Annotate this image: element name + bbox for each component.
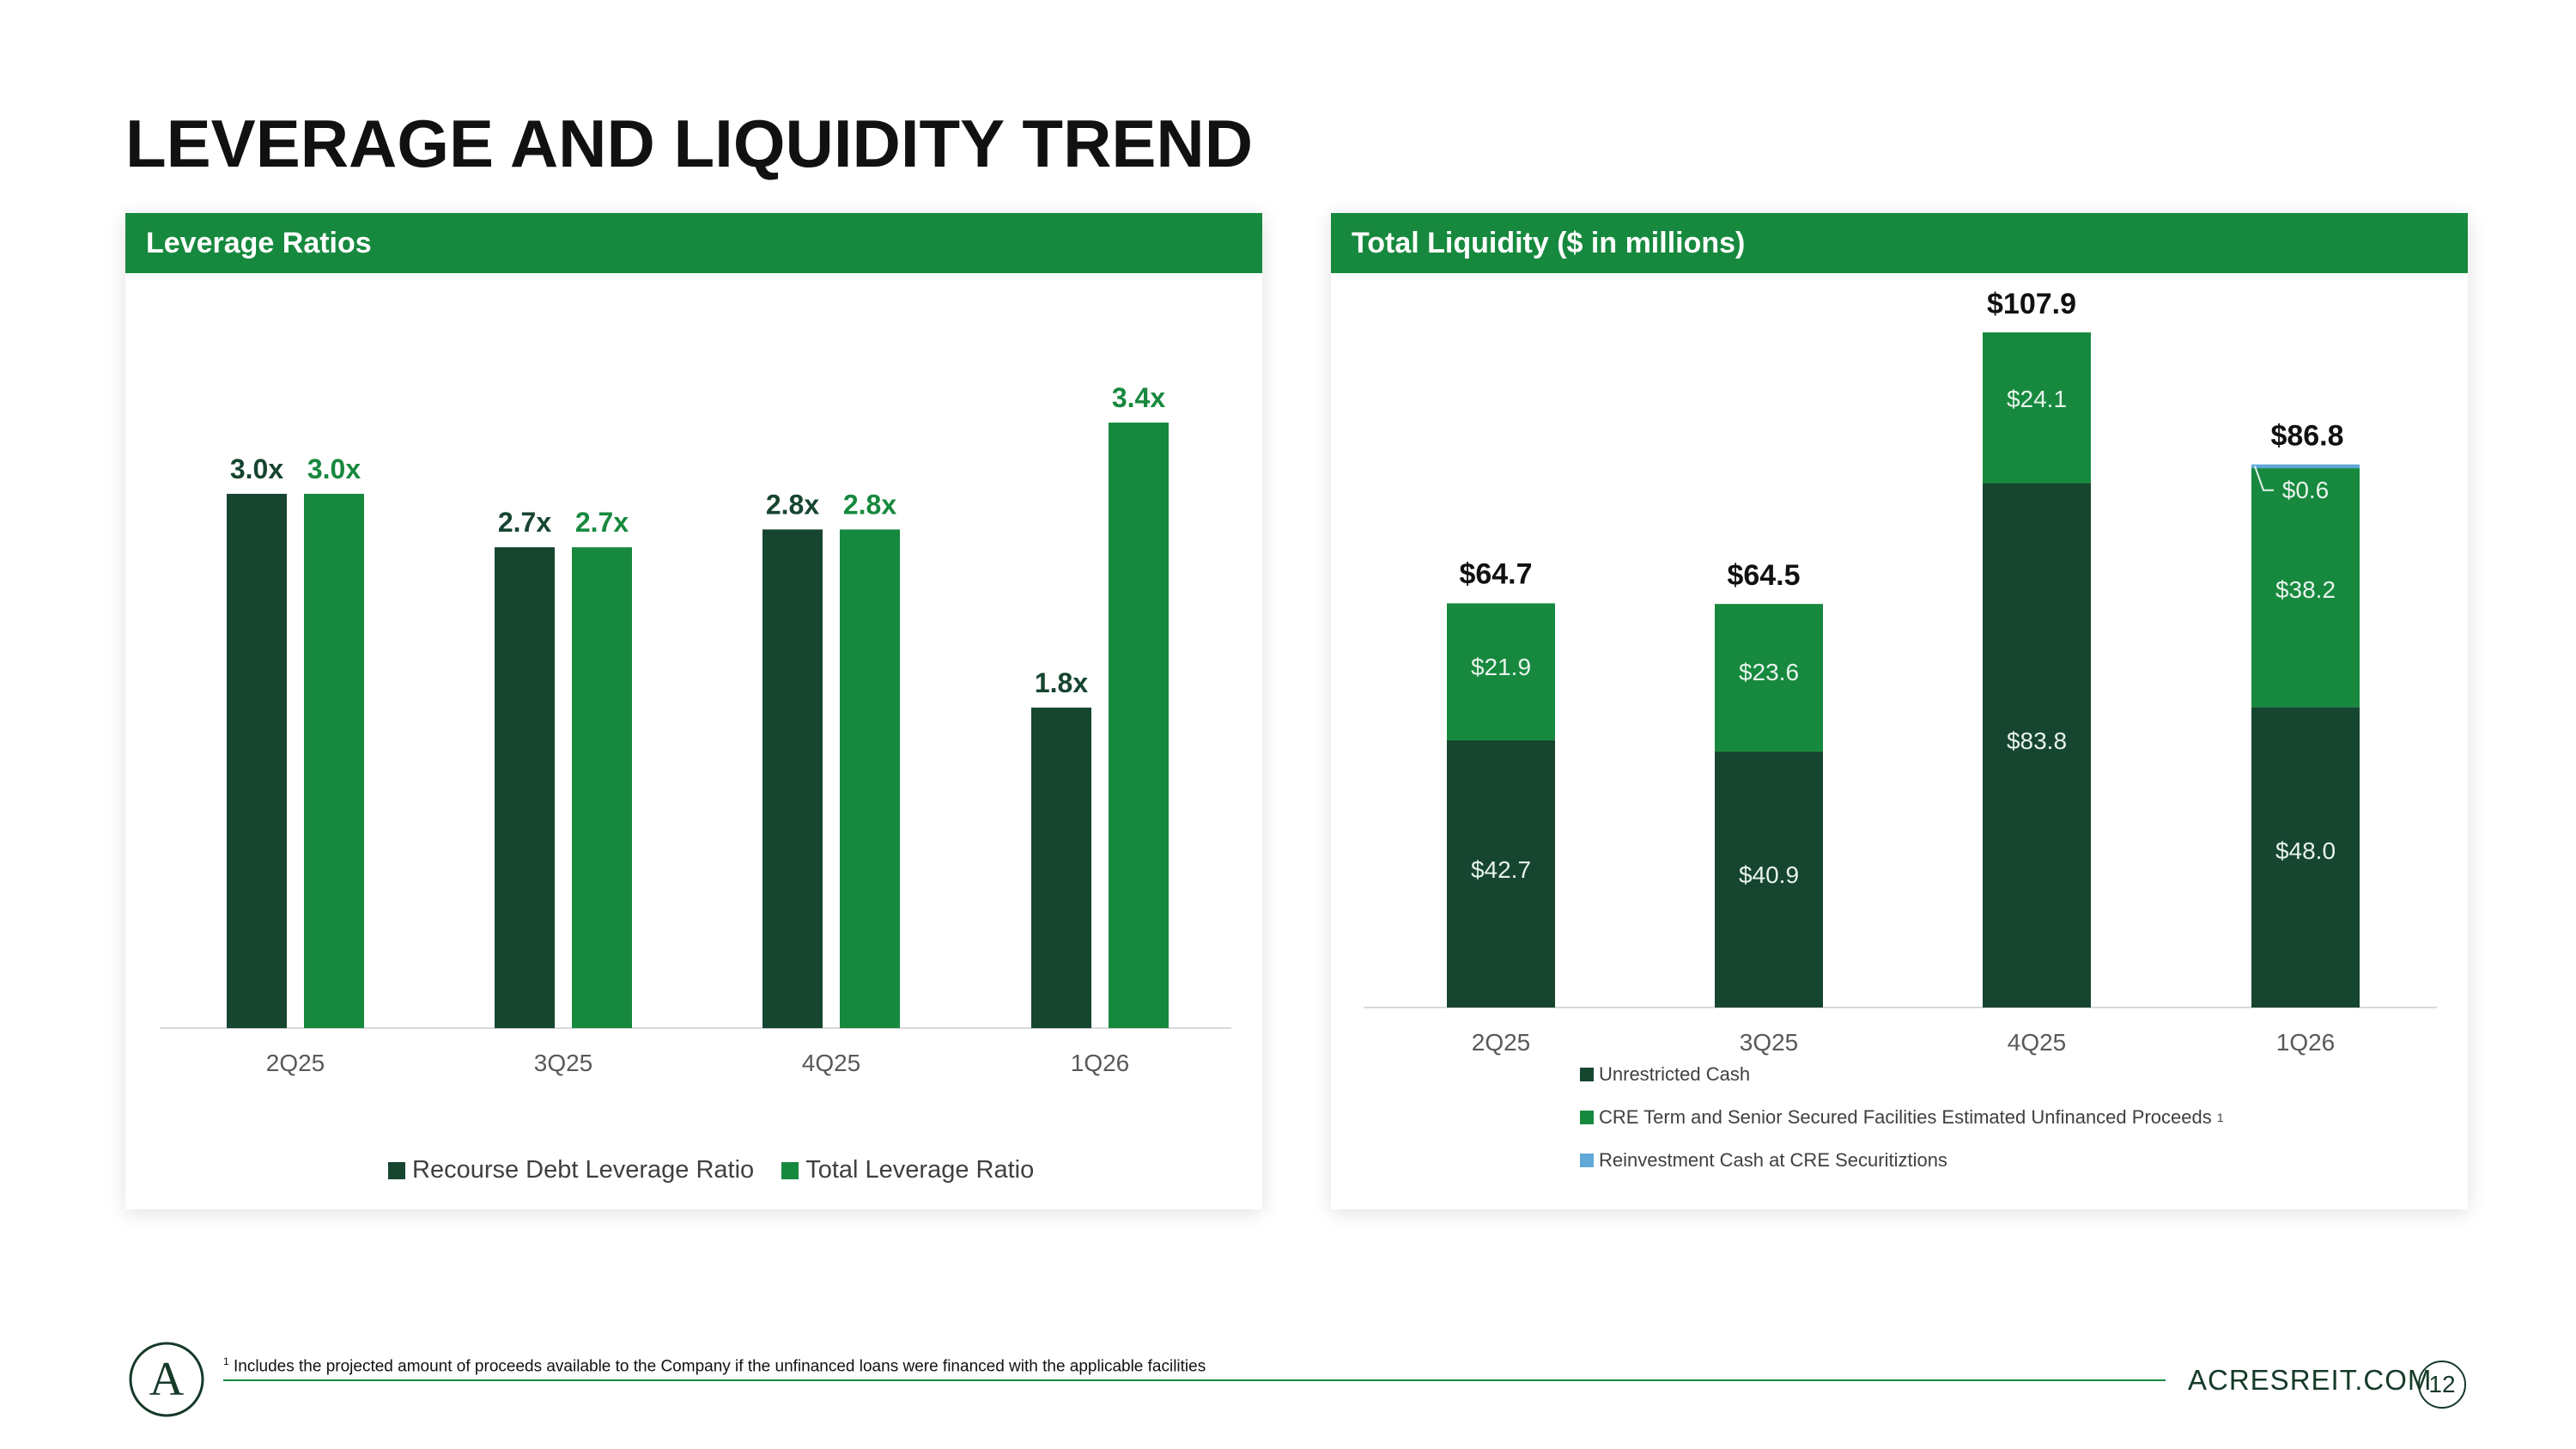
x-tick-label-3q25: 3Q25: [534, 1050, 593, 1076]
x-tick-label-2q25: 2Q25: [1472, 1029, 1531, 1056]
page-number: 12: [2418, 1361, 2466, 1409]
x-tick-label-1q26: 1Q26: [1071, 1050, 1130, 1076]
leverage-ratios-header: Leverage Ratios: [125, 213, 1262, 273]
total-liquidity-chart: $42.7 $21.9 $64.7 2Q25 $40.9 $23.6 $64.5 3Q25 $8…: [1364, 288, 2437, 1056]
segment-label-reinvestment-cash-1q26: $0.6: [2282, 477, 2330, 503]
data-label-recourse-4q25: 2.8x: [766, 489, 819, 520]
legend-label-total: Total Leverage Ratio: [805, 1156, 1035, 1184]
footnote-mark: 1: [223, 1355, 229, 1367]
stack-segment-unrestricted-cash-2q25: [1447, 740, 1555, 1008]
leverage-ratios-chart: 3.0x 3.0x 2Q25 2.7x 2.7x 3Q25 2.8x 2.8x 4Q25 1.8x…: [160, 382, 1231, 1076]
x-tick-label-2q25: 2Q25: [266, 1050, 325, 1076]
segment-label-unfinanced-proceeds-2q25: $21.9: [1471, 654, 1531, 680]
leverage-legend: Recourse Debt Leverage Ratio Total Lever…: [388, 1156, 1054, 1186]
legend-swatch-reinvestment-cash: [1580, 1154, 1594, 1167]
legend-item-reinvestment-cash: Reinvestment Cash at CRE Securitiztions: [1580, 1149, 2224, 1172]
total-liquidity-panel: Total Liquidity ($ in millions) $42.7 $21…: [1331, 213, 2468, 1209]
bar-total-3q25: [572, 547, 632, 1028]
website-link[interactable]: ACRESREIT.COM: [2188, 1364, 2433, 1396]
page-title: LEVERAGE AND LIQUIDITY TREND: [125, 106, 1254, 181]
bar-recourse-3q25: [495, 547, 555, 1028]
stack-segment-unfinanced-proceeds-1q26: [2251, 468, 2360, 708]
legend-item-total: Total Leverage Ratio: [781, 1156, 1034, 1184]
data-label-total-2q25: 3.0x: [307, 454, 361, 484]
legend-item-unrestricted-cash: Unrestricted Cash: [1580, 1063, 2224, 1086]
x-tick-label-4q25: 4Q25: [802, 1050, 861, 1076]
bar-recourse-4q25: [762, 529, 823, 1028]
data-label-total-1q26: 3.4x: [1112, 382, 1165, 413]
legend-swatch-recourse: [388, 1161, 405, 1179]
segment-label-unrestricted-cash-4q25: $83.8: [2007, 728, 2067, 754]
x-tick-label-4q25: 4Q25: [2008, 1029, 2067, 1056]
data-label-total-3q25: 2.7x: [575, 507, 629, 538]
legend-swatch-unrestricted-cash: [1580, 1068, 1594, 1081]
bar-total-2q25: [304, 493, 364, 1028]
total-label-3q25: $64.5: [1727, 559, 1800, 592]
total-label-1q26: $86.8: [2270, 420, 2343, 453]
legend-item-recourse: Recourse Debt Leverage Ratio: [388, 1156, 754, 1184]
segment-label-unrestricted-cash-1q26: $48.0: [2275, 837, 2336, 864]
stack-segment-unrestricted-cash-4q25: [1983, 483, 2091, 1008]
legend-footnote-mark: 1: [2216, 1111, 2224, 1124]
x-tick-label-1q26: 1Q26: [2276, 1029, 2336, 1056]
logo-letter: A: [149, 1353, 185, 1406]
legend-label-unrestricted-cash: Unrestricted Cash: [1599, 1063, 1751, 1085]
stack-segment-unfinanced-proceeds-4q25: [1983, 332, 2091, 484]
bar-total-1q26: [1109, 423, 1169, 1028]
segment-label-unfinanced-proceeds-1q26: $38.2: [2275, 576, 2336, 603]
total-label-4q25: $107.9: [1987, 288, 2076, 320]
footnote: 1 Includes the projected amount of proce…: [223, 1355, 1206, 1376]
bar-total-4q25: [840, 529, 900, 1028]
data-label-recourse-1q26: 1.8x: [1035, 667, 1088, 698]
stack-segment-unfinanced-proceeds-2q25: [1447, 603, 1555, 740]
stack-segment-unfinanced-proceeds-3q25: [1715, 604, 1823, 752]
legend-swatch-total: [781, 1161, 799, 1179]
footer-divider: [223, 1379, 2166, 1381]
segment-label-unfinanced-proceeds-3q25: $23.6: [1739, 659, 1799, 685]
segment-label-unfinanced-proceeds-4q25: $24.1: [2007, 386, 2067, 412]
acres-logo: A: [129, 1342, 204, 1417]
leverage-ratios-panel: Leverage Ratios 3.0x 3.0x 2Q25 2.7x 2.7x 3Q25…: [125, 213, 1262, 1209]
x-tick-label-3q25: 3Q25: [1740, 1029, 1799, 1056]
legend-item-unfinanced-proceeds: CRE Term and Senior Secured Facilities E…: [1580, 1106, 2224, 1129]
legend-label-unfinanced-proceeds: CRE Term and Senior Secured Facilities E…: [1599, 1106, 2212, 1128]
total-label-2q25: $64.7: [1459, 558, 1532, 591]
footnote-text: Includes the projected amount of proceed…: [233, 1357, 1206, 1376]
data-label-total-4q25: 2.8x: [843, 489, 896, 520]
leader-line-reinvestment-cash: [2254, 466, 2274, 491]
legend-label-reinvestment-cash: Reinvestment Cash at CRE Securitiztions: [1599, 1149, 1947, 1171]
liquidity-legend: Unrestricted Cash CRE Term and Senior Se…: [1580, 1063, 2245, 1192]
total-liquidity-header: Total Liquidity ($ in millions): [1331, 213, 2468, 273]
segment-label-unrestricted-cash-2q25: $42.7: [1471, 856, 1531, 883]
bar-recourse-1q26: [1031, 707, 1091, 1028]
data-label-recourse-3q25: 2.7x: [498, 507, 551, 538]
stack-segment-unrestricted-cash-3q25: [1715, 752, 1823, 1008]
bar-recourse-2q25: [227, 493, 287, 1028]
stack-segment-reinvestment-cash-1q26: [2251, 464, 2360, 469]
legend-swatch-unfinanced-proceeds: [1580, 1111, 1594, 1124]
data-label-recourse-2q25: 3.0x: [230, 454, 283, 484]
stack-segment-unrestricted-cash-1q26: [2251, 707, 2360, 1008]
legend-label-recourse: Recourse Debt Leverage Ratio: [412, 1156, 755, 1184]
segment-label-unrestricted-cash-3q25: $40.9: [1739, 861, 1799, 888]
